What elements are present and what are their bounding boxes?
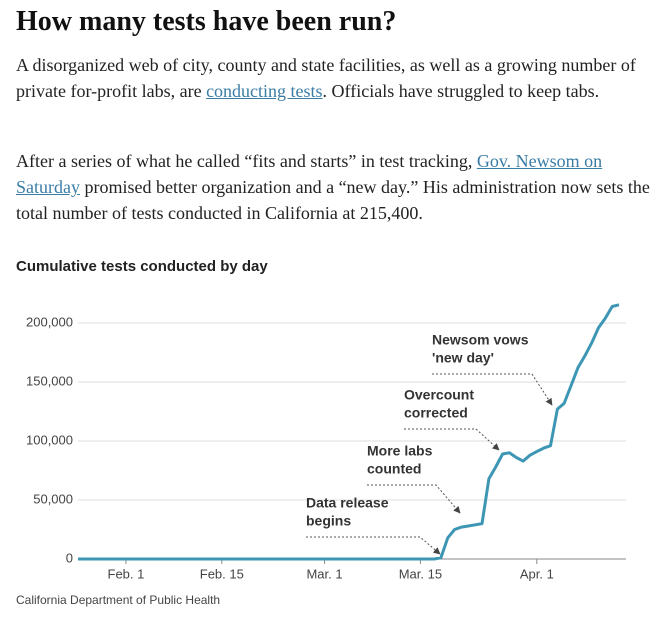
text: promised better organization and a “new … bbox=[16, 177, 650, 223]
annotation: Overcount bbox=[404, 387, 474, 403]
y-tick-label: 0 bbox=[66, 550, 73, 565]
text: A disorganized web of city, county and s… bbox=[16, 55, 636, 101]
annotation: begins bbox=[306, 513, 351, 529]
paragraph: A disorganized web of city, county and s… bbox=[16, 52, 661, 104]
annotation-leader bbox=[404, 428, 500, 451]
annotation: counted bbox=[367, 461, 421, 477]
x-tick-label: Mar. 1 bbox=[306, 566, 342, 581]
x-tick-label: Mar. 15 bbox=[399, 566, 442, 581]
annotation-leader bbox=[367, 484, 461, 514]
x-tick-label: Feb. 15 bbox=[200, 566, 244, 581]
headline: How many tests have been run? bbox=[16, 6, 397, 37]
annotation-leader bbox=[306, 536, 441, 555]
x-tick-label: Feb. 1 bbox=[108, 566, 145, 581]
text: . Officials have struggled to keep tabs. bbox=[322, 81, 600, 101]
y-tick-label: 150,000 bbox=[26, 373, 73, 388]
annotation: Data release bbox=[306, 495, 389, 511]
annotation-leader bbox=[432, 373, 553, 406]
y-tick-label: 200,000 bbox=[26, 314, 73, 329]
annotation: Newsom vows bbox=[432, 332, 529, 348]
chart-title: Cumulative tests conducted by day bbox=[16, 258, 268, 275]
annotation: corrected bbox=[404, 405, 468, 421]
paragraph: After a series of what he called “fits a… bbox=[16, 148, 661, 226]
annotation: 'new day' bbox=[432, 350, 494, 366]
link[interactable]: conducting tests bbox=[206, 81, 323, 101]
x-tick-label: Apr. 1 bbox=[520, 566, 554, 581]
y-tick-label: 100,000 bbox=[26, 432, 73, 447]
annotation: More labs bbox=[367, 443, 433, 459]
link[interactable]: Gov. Newsom on Saturday bbox=[16, 151, 603, 197]
source: California Department of Public Health bbox=[16, 593, 220, 607]
text: After a series of what he called “fits a… bbox=[16, 151, 477, 171]
y-tick-label: 50,000 bbox=[33, 491, 73, 506]
line-series bbox=[78, 303, 620, 561]
